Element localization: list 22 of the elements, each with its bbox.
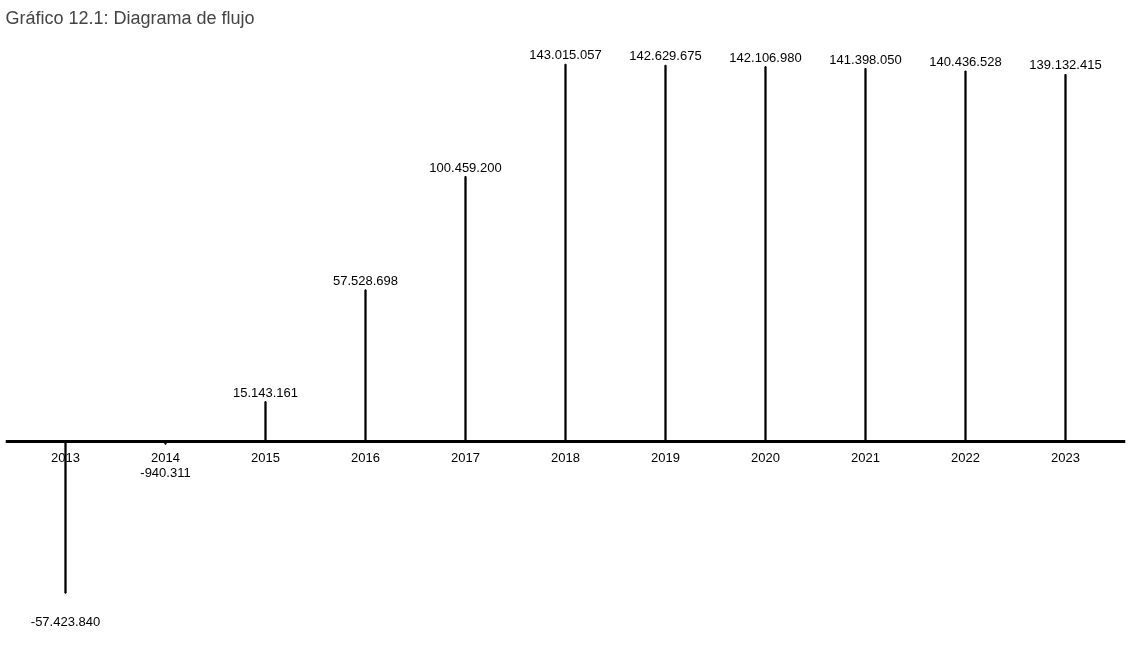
chart-title: Gráfico 12.1: Diagrama de flujo (5, 7, 255, 28)
data-label: 141.398.050 (829, 51, 902, 67)
x-tick-label: 2020 (751, 449, 780, 465)
data-label: 100.459.200 (429, 159, 502, 175)
data-label: -57.423.840 (30, 614, 101, 630)
x-tick-label: 2023 (1051, 449, 1080, 465)
data-label: 143.015.057 (529, 47, 602, 63)
data-label: 139.132.415 (1029, 57, 1102, 73)
x-tick-label: 2022 (951, 449, 980, 465)
x-tick-label: 2015 (251, 449, 280, 465)
x-tick-label: 2014 (151, 449, 180, 465)
x-tick-label: 2019 (651, 449, 680, 465)
x-tick-label: 2016 (351, 449, 380, 465)
data-label: -940.311 (140, 465, 191, 481)
data-label: 15.143.161 (232, 384, 299, 400)
data-label: 142.106.980 (729, 49, 802, 65)
data-label: 57.528.698 (332, 272, 399, 288)
data-label: 142.629.675 (629, 48, 702, 64)
x-tick-label: 2018 (551, 449, 580, 465)
x-tick-label: 2017 (451, 449, 480, 465)
data-label: 140.436.528 (929, 54, 1002, 70)
x-tick-label: 2021 (851, 449, 880, 465)
